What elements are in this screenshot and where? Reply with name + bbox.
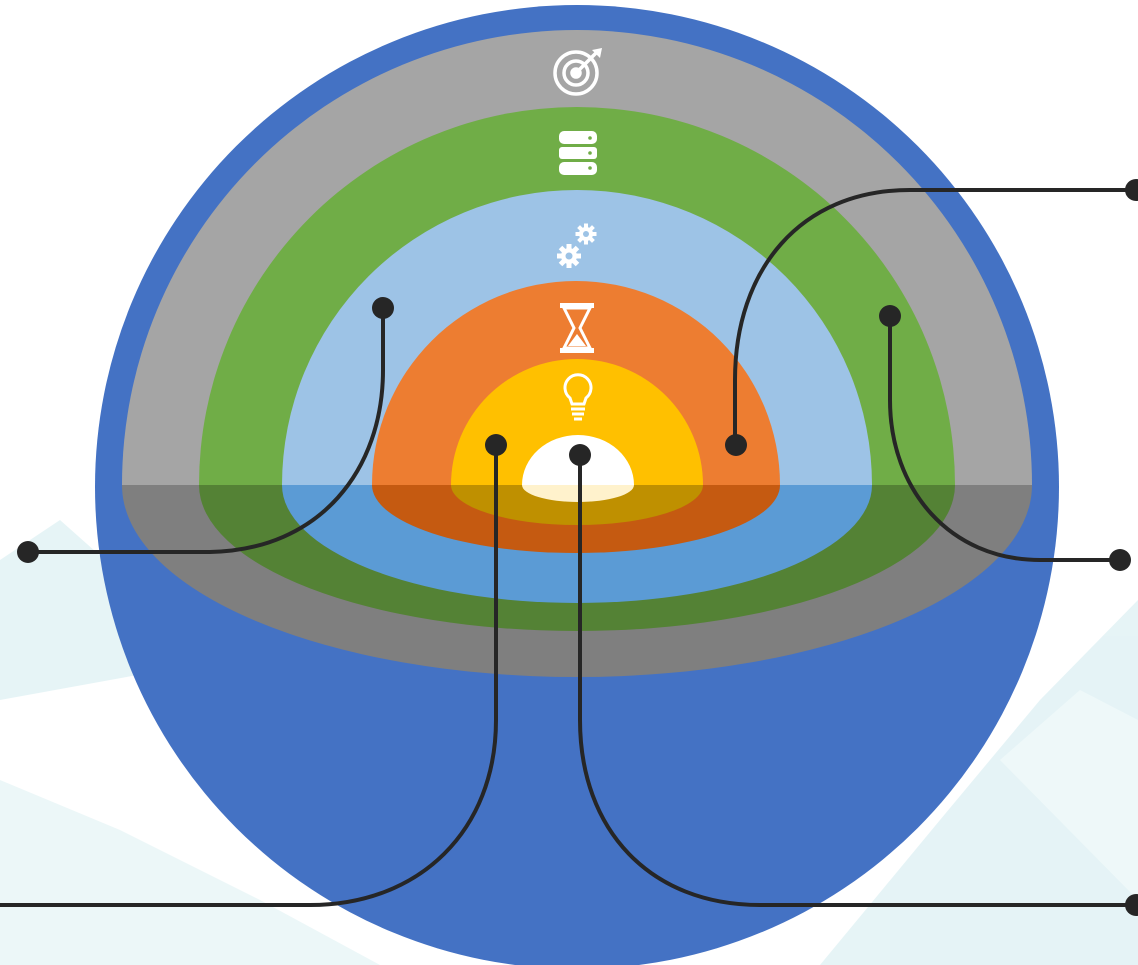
connector-light-blue-layer [26, 306, 385, 554]
connector-dot [1109, 549, 1131, 571]
target-icon [553, 48, 602, 96]
gears-icon [557, 223, 597, 268]
connectors [0, 188, 1138, 907]
database-icon [559, 131, 597, 175]
connector-dot [1125, 894, 1138, 916]
connector-dot [372, 297, 394, 319]
connector-white-core [578, 453, 1138, 907]
connector-dot [725, 434, 747, 456]
connector-dot [17, 541, 39, 563]
connector-dots [17, 179, 1138, 916]
lightbulb-icon [563, 373, 593, 421]
yellow-ring-lower [451, 485, 703, 525]
connector-green-layer [888, 314, 1122, 562]
mountain-background [0, 520, 1138, 965]
connector-dot [485, 434, 507, 456]
connector-dot [879, 305, 901, 327]
lower-rings [122, 485, 1032, 677]
hourglass-icon [560, 303, 594, 353]
connector-dot [569, 444, 591, 466]
connector-yellow-layer [0, 443, 498, 907]
connector-gray-layer [733, 188, 1138, 447]
upper-domes [122, 30, 1032, 485]
connector-dot [1125, 179, 1138, 201]
yellow-dome [451, 359, 703, 485]
